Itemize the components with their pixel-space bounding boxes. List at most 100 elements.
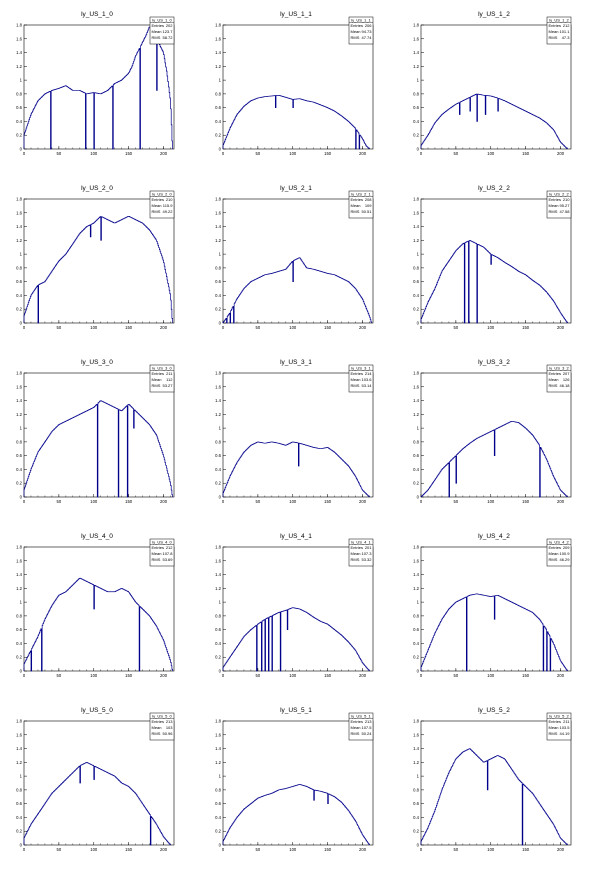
y-tick-label: 1.4	[413, 398, 419, 403]
stats-label: Mean	[549, 551, 559, 556]
x-tick-label: 200	[557, 151, 565, 156]
histogram-line	[420, 93, 568, 150]
stats-label: RMS	[152, 557, 161, 562]
x-tick-label: 100	[90, 325, 98, 330]
y-tick-label: 1.4	[413, 50, 419, 55]
stats-value: 47.3	[562, 35, 571, 40]
y-tick-label: 1.2	[215, 586, 221, 591]
panel-title: ly_US_4_2	[478, 533, 510, 540]
y-tick-label: 0.6	[215, 801, 221, 806]
plot-frame	[23, 24, 175, 150]
y-tick-label: 0.4	[413, 467, 419, 472]
stats-value: 202	[166, 23, 173, 28]
y-tick-label: 1	[417, 600, 420, 605]
y-tick-label: 0.6	[16, 801, 22, 806]
x-tick-label: 150	[125, 673, 133, 678]
histogram-panel: ly_US_4_0 0 50 100 150 200 0 0.2 0.4 0.6 0.8 1 1.2 1.…	[16, 533, 175, 678]
stats-label: RMS	[549, 383, 558, 388]
y-tick-label: 0.6	[215, 453, 221, 458]
y-tick-label: 0.4	[16, 467, 22, 472]
y-tick-label: 0.4	[16, 119, 22, 124]
y-tick-label: 0.6	[413, 279, 419, 284]
y-tick-label: 0.4	[16, 815, 22, 820]
stats-label: Mean	[351, 725, 361, 730]
y-tick-label: 1.8	[16, 23, 22, 28]
stats-value: 103.5	[559, 725, 570, 730]
y-tick-label: 1.2	[215, 64, 221, 69]
stats-name: ly_US_2_2	[549, 191, 569, 196]
stats-value: 213	[166, 719, 173, 724]
y-tick-label: 1.6	[215, 384, 221, 389]
histogram-panel: ly_US_1_0 0 50 100 150 200 0 0.2 0.4 0.6 0.8 1 1.2 1.…	[16, 11, 175, 156]
x-tick-label: 0	[222, 325, 225, 330]
x-tick-label: 0	[23, 325, 26, 330]
y-tick-label: 0.6	[413, 627, 419, 632]
y-tick-label: 0.6	[215, 279, 221, 284]
stats-label: Entries	[152, 371, 164, 376]
x-tick-label: 50	[256, 499, 261, 504]
y-tick-label: 0	[20, 843, 23, 848]
stats-label: RMS	[351, 557, 360, 562]
y-tick-label: 0.8	[16, 91, 22, 96]
y-tick-label: 0	[219, 321, 222, 326]
histogram-line	[23, 577, 173, 672]
y-tick-label: 0.8	[413, 787, 419, 792]
y-tick-label: 0.4	[215, 119, 221, 124]
y-tick-label: 0.8	[16, 439, 22, 444]
stats-box	[546, 364, 572, 393]
x-tick-label: 0	[420, 151, 423, 156]
x-tick-label: 150	[125, 499, 133, 504]
stats-label: RMS	[152, 209, 161, 214]
y-tick-label: 1.6	[215, 558, 221, 563]
histogram-line	[420, 748, 568, 846]
x-tick-label: 100	[487, 499, 495, 504]
stats-value: 58.72	[162, 35, 173, 40]
y-tick-label: 1.4	[16, 50, 22, 55]
histogram-panel: ly_US_3_1 0 50 100 150 200 0 0.2 0.4 0.6 0.8 1 1.2 1.…	[215, 359, 374, 504]
x-tick-label: 100	[487, 847, 495, 852]
y-tick-label: 1.8	[16, 371, 22, 376]
y-tick-label: 1.8	[413, 23, 419, 28]
stats-value: 49.22	[162, 209, 173, 214]
plot-frame	[23, 546, 175, 672]
x-tick-label: 150	[125, 151, 133, 156]
y-tick-label: 0.2	[413, 307, 419, 312]
stats-value: 50.24	[361, 731, 372, 736]
y-tick-label: 1.2	[215, 238, 221, 243]
stats-value: 46.29	[559, 557, 570, 562]
stats-box	[348, 712, 374, 741]
y-tick-label: 1.2	[413, 760, 419, 765]
y-tick-label: 0.2	[215, 307, 221, 312]
stats-label: Entries	[549, 719, 561, 724]
stats-label: Mean	[152, 725, 162, 730]
x-tick-label: 0	[222, 847, 225, 852]
y-tick-label: 1.2	[16, 238, 22, 243]
y-tick-label: 0.6	[16, 627, 22, 632]
y-tick-label: 1.6	[16, 384, 22, 389]
y-tick-label: 0	[417, 147, 420, 152]
y-tick-label: 0.2	[16, 655, 22, 660]
histogram-line	[23, 26, 173, 150]
y-tick-label: 1.4	[16, 224, 22, 229]
y-tick-label: 1.2	[413, 412, 419, 417]
stats-label: Mean	[549, 29, 559, 34]
x-tick-label: 0	[420, 325, 423, 330]
y-tick-label: 1.8	[215, 23, 221, 28]
panel-title: ly_US_5_2	[478, 707, 510, 714]
y-tick-label: 0.8	[413, 265, 419, 270]
stats-value: 115.9	[163, 203, 173, 208]
y-tick-label: 1.8	[413, 371, 419, 376]
stats-value: 214	[365, 371, 372, 376]
x-tick-label: 150	[324, 673, 332, 678]
stats-value: 211	[563, 719, 570, 724]
stats-box	[149, 364, 175, 393]
stats-value: 210	[563, 197, 570, 202]
y-tick-label: 1	[219, 600, 222, 605]
stats-value: 50.96	[162, 731, 173, 736]
y-tick-label: 0.6	[215, 105, 221, 110]
stats-box	[149, 190, 175, 219]
stats-value: 47.58	[559, 209, 570, 214]
histogram-panel: ly_US_1_2 0 50 100 150 200 0 0.2 0.4 0.6 0.8 1 1.2 1.…	[413, 11, 572, 156]
x-tick-label: 50	[256, 673, 261, 678]
panel-title: ly_US_4_1	[280, 533, 312, 540]
